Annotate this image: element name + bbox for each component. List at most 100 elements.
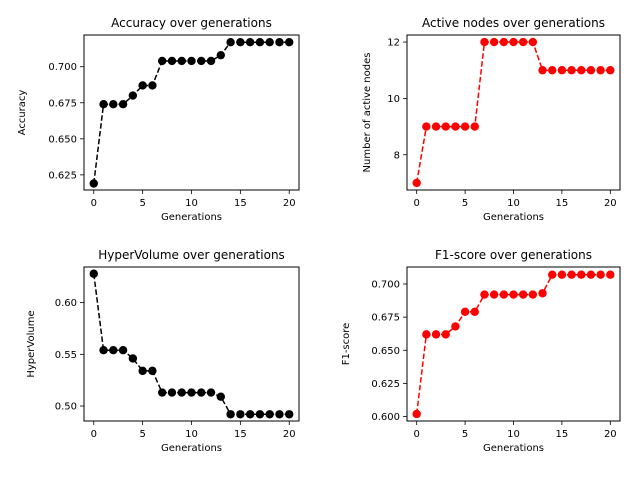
chart-panel-4: F1-score over generations 0 5 10 15 20 0.600 0.…	[341, 248, 621, 454]
data-point	[216, 392, 226, 401]
data-point	[265, 410, 274, 419]
data-point	[441, 330, 450, 339]
y-tick-label: 0.700	[371, 279, 400, 290]
data-point	[557, 270, 567, 279]
data-point	[596, 270, 605, 279]
x-tick-label: 0	[413, 198, 419, 209]
data-point	[460, 307, 470, 317]
data-point	[548, 270, 557, 279]
x-tick-label: 5	[139, 198, 145, 209]
data-point	[255, 410, 265, 419]
data-point	[567, 270, 576, 279]
data-point	[226, 410, 235, 419]
y-axis-label: Number of active nodes	[362, 53, 373, 173]
data-point	[206, 56, 216, 66]
axes-frame	[83, 266, 300, 422]
y-tick-label: 8	[394, 150, 400, 161]
data-point	[285, 38, 294, 47]
x-tick-label: 20	[283, 198, 296, 209]
data-point	[187, 388, 196, 397]
y-tick-label: 0.650	[371, 346, 400, 357]
chart-panel-1: Accuracy over generations 0 5 10 15 20 0.625 0.…	[17, 16, 300, 223]
data-point	[538, 289, 547, 298]
data-point	[99, 346, 108, 355]
data-point	[89, 269, 98, 278]
x-tick-label: 0	[413, 429, 419, 440]
data-point	[275, 38, 284, 47]
data-point	[509, 37, 518, 47]
data-point	[109, 100, 118, 109]
data-point	[489, 37, 499, 47]
data-point	[431, 330, 441, 339]
y-tick-label: 0.55	[55, 350, 77, 361]
data-point	[148, 366, 157, 376]
data-point	[167, 56, 177, 66]
data-point	[167, 388, 177, 397]
x-tick-label: 10	[185, 198, 198, 209]
x-axis-label: Generations	[483, 443, 544, 454]
data-point	[528, 37, 538, 47]
chart-title: F1-score over generations	[435, 248, 592, 262]
data-point	[577, 270, 586, 279]
x-tick-label: 15	[556, 429, 569, 440]
y-tick-label: 0.650	[48, 134, 77, 145]
x-tick-label: 20	[604, 429, 617, 440]
data-point	[557, 66, 567, 75]
x-axis-label: Generations	[161, 443, 222, 454]
chart-panel-2: Active nodes over generations 0 5 10 15 20 8 10…	[362, 16, 621, 223]
y-tick-label: 0.625	[371, 379, 400, 390]
data-point	[157, 388, 167, 397]
data-point	[480, 290, 489, 299]
data-point	[138, 366, 147, 376]
x-tick-label: 10	[185, 429, 198, 440]
data-point	[567, 66, 576, 75]
x-tick-label: 15	[234, 198, 247, 209]
data-point	[197, 56, 206, 66]
chart-title: HyperVolume over generations	[98, 248, 285, 262]
data-point	[157, 56, 167, 66]
data-point	[586, 270, 596, 279]
x-tick-label: 10	[507, 429, 520, 440]
chart-title: Active nodes over generations	[422, 16, 605, 30]
data-point	[499, 290, 509, 299]
data-point	[99, 100, 108, 109]
data-point	[216, 50, 226, 60]
x-axis-label: Generations	[483, 212, 544, 223]
data-point	[489, 290, 499, 299]
axes-frame	[406, 266, 621, 422]
data-point	[412, 409, 421, 419]
x-tick-label: 5	[462, 198, 468, 209]
x-tick-label: 0	[91, 429, 97, 440]
data-point	[138, 81, 147, 90]
data-point	[548, 66, 557, 75]
x-tick-label: 10	[507, 198, 520, 209]
data-point	[265, 38, 274, 47]
y-tick-label: 0.50	[55, 402, 77, 413]
data-point	[226, 38, 235, 47]
data-point	[480, 37, 489, 47]
data-point	[538, 66, 547, 75]
data-point	[177, 56, 186, 66]
axes-frame	[406, 34, 621, 191]
data-point	[197, 388, 206, 397]
y-tick-label: 0.700	[48, 62, 77, 73]
x-tick-label: 20	[604, 198, 617, 209]
data-point	[118, 346, 128, 355]
x-tick-label: 0	[91, 198, 97, 209]
data-point	[128, 91, 138, 100]
data-point	[499, 37, 509, 47]
data-point	[606, 66, 615, 75]
series-line	[415, 41, 611, 184]
data-point	[586, 66, 596, 75]
data-point	[187, 56, 196, 66]
data-point	[451, 122, 460, 131]
data-point	[528, 290, 538, 299]
data-point	[285, 410, 294, 419]
data-point	[451, 322, 460, 331]
data-point	[422, 330, 431, 339]
data-point	[460, 122, 470, 131]
data-point	[236, 410, 245, 419]
y-tick-label: 10	[387, 94, 400, 105]
y-tick-label: 0.675	[371, 313, 400, 324]
